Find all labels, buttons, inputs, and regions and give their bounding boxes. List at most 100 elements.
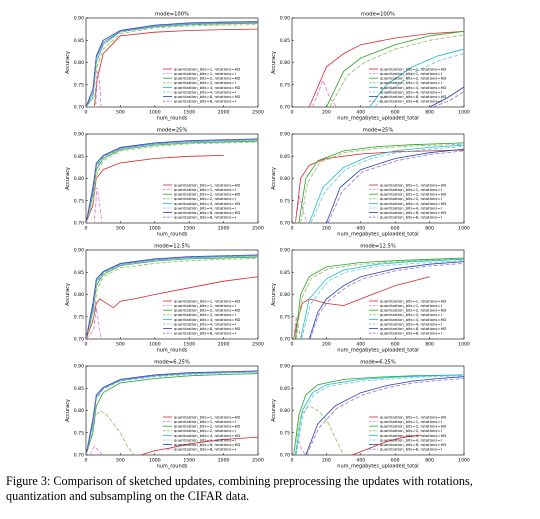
- legend-entry: quantization_bits=4, rotations=I: [174, 437, 236, 442]
- x-tick-label: 1500: [183, 226, 195, 232]
- x-tick-label: 600: [391, 458, 400, 464]
- legend: quantization_bits=1, rotations=HD quantiz…: [369, 182, 446, 220]
- y-tick-label: 0.75: [74, 314, 84, 320]
- legend-entry: quantization_bits=1, rotations=I: [380, 303, 442, 308]
- x-tick-label: 1000: [149, 226, 161, 232]
- series-line-6: [86, 371, 258, 455]
- x-tick-label: 400: [356, 226, 365, 232]
- legend-entry: quantization_bits=4, rotations=I: [174, 205, 236, 210]
- series-line-6: [295, 375, 464, 455]
- legend-entry: quantization_bits=4, rotations=HD: [174, 85, 240, 90]
- x-tick-label: 2500: [252, 226, 264, 232]
- x-axis-label: num_rounds: [157, 232, 188, 238]
- series-group: [86, 138, 258, 223]
- legend-entry: quantization_bits=8, rotations=HD: [380, 326, 446, 331]
- chart-panel-8: 0 200 400 600 800 1000 0.70 0.75 0.80 0.85 0.90 mod…: [271, 360, 470, 470]
- y-tick-label: 0.70: [280, 453, 290, 459]
- series-group: [295, 142, 464, 223]
- legend-entry: quantization_bits=8, rotations=I: [174, 215, 236, 220]
- series-line-5: [86, 255, 258, 339]
- legend-entry: quantization_bits=4, rotations=HD: [380, 433, 446, 438]
- series-line-8: [86, 138, 258, 223]
- legend-entry: quantization_bits=4, rotations=HD: [380, 201, 446, 206]
- series-line-1: [140, 436, 258, 455]
- series-line-5: [308, 144, 464, 223]
- legend-entry: quantization_bits=2, rotations=I: [380, 80, 442, 85]
- x-tick-label: 400: [356, 110, 365, 116]
- x-tick-label: 600: [391, 226, 400, 232]
- x-tick-label: 0: [85, 342, 88, 348]
- series-line-5: [86, 139, 258, 223]
- y-tick-label: 0.80: [280, 60, 290, 66]
- x-tick-label: 1000: [149, 458, 161, 464]
- x-tick-label: 800: [425, 226, 434, 232]
- y-tick-label: 0.75: [74, 430, 84, 436]
- y-tick-label: 0.80: [280, 176, 290, 182]
- x-tick-label: 800: [425, 458, 434, 464]
- legend: quantization_bits=1, rotations=HD quantiz…: [369, 66, 446, 104]
- x-tick-label: 200: [322, 342, 331, 348]
- y-tick-label: 0.70: [280, 337, 290, 343]
- series-line-6: [86, 139, 258, 223]
- y-tick-label: 0.75: [280, 314, 290, 320]
- legend-entry: quantization_bits=2, rotations=HD: [174, 308, 240, 313]
- legend-entry: quantization_bits=8, rotations=HD: [380, 442, 446, 447]
- chart-title: mode=100%: [361, 12, 395, 18]
- series-line-6: [310, 146, 464, 223]
- y-tick-label: 0.80: [280, 408, 290, 414]
- legend-entry: quantization_bits=4, rotations=I: [380, 205, 442, 210]
- series-line-3: [326, 31, 464, 107]
- series-line-5: [369, 48, 464, 107]
- x-axis-label: num_megabytes_uploaded_total: [337, 464, 418, 470]
- legend-entry: quantization_bits=4, rotations=I: [380, 89, 442, 94]
- legend-entry: quantization_bits=2, rotations=I: [380, 196, 442, 201]
- series-line-2: [89, 445, 103, 455]
- series-line-6: [374, 53, 464, 107]
- series-group: [293, 374, 464, 455]
- legend-entry: quantization_bits=8, rotations=I: [380, 99, 442, 104]
- legend-entry: quantization_bits=1, rotations=I: [174, 71, 236, 76]
- series-line-7: [326, 148, 464, 223]
- y-axis-label: Accuracy: [271, 283, 277, 306]
- legend-entry: quantization_bits=1, rotations=HD: [380, 182, 446, 187]
- legend-entry: quantization_bits=8, rotations=HD: [174, 326, 240, 331]
- legend-entry: quantization_bits=8, rotations=I: [380, 447, 442, 452]
- legend-entry: quantization_bits=1, rotations=HD: [380, 66, 446, 71]
- y-tick-label: 0.85: [74, 154, 84, 160]
- legend-entry: quantization_bits=4, rotations=HD: [380, 85, 446, 90]
- series-line-1: [293, 276, 430, 339]
- y-tick-label: 0.75: [74, 198, 84, 204]
- x-tick-label: 1000: [149, 342, 161, 348]
- series-line-4: [86, 258, 258, 339]
- series-line-2: [86, 307, 102, 339]
- x-tick-label: 0: [85, 226, 88, 232]
- x-tick-label: 1500: [183, 110, 195, 116]
- x-tick-label: 2000: [218, 342, 230, 348]
- y-tick-label: 0.85: [280, 270, 290, 276]
- series-line-8: [86, 254, 258, 339]
- series-line-6: [86, 22, 258, 107]
- y-tick-label: 0.80: [280, 292, 290, 298]
- chart-panel-4: 0 200 400 600 800 1000 0.70 0.75 0.80 0.85 0.90 mod…: [271, 128, 470, 238]
- legend-entry: quantization_bits=2, rotations=I: [380, 428, 442, 433]
- x-tick-label: 800: [425, 342, 434, 348]
- legend-entry: quantization_bits=1, rotations=HD: [174, 414, 240, 419]
- y-axis-label: Accuracy: [65, 399, 71, 422]
- chart-title: mode=100%: [155, 12, 189, 18]
- series-line-7: [305, 376, 464, 455]
- series-line-4: [300, 143, 464, 223]
- series-line-1: [352, 434, 422, 455]
- x-tick-label: 600: [391, 110, 400, 116]
- legend: quantization_bits=1, rotations=HD quantiz…: [163, 414, 240, 452]
- series-line-1: [86, 276, 258, 339]
- series-group: [86, 370, 258, 455]
- x-tick-label: 1500: [183, 342, 195, 348]
- chart-panel-6: 0 200 400 600 800 1000 0.70 0.75 0.80 0.85 0.90 mod…: [271, 244, 470, 354]
- x-tick-label: 200: [322, 110, 331, 116]
- y-tick-label: 0.80: [74, 176, 84, 182]
- legend: quantization_bits=1, rotations=HDquantiz…: [369, 414, 446, 452]
- chart-title: mode=25%: [363, 128, 394, 134]
- series-line-5: [86, 371, 258, 455]
- chart-title: mode=6.25%: [360, 360, 396, 366]
- legend-entry: quantization_bits=4, rotations=HD: [380, 317, 446, 322]
